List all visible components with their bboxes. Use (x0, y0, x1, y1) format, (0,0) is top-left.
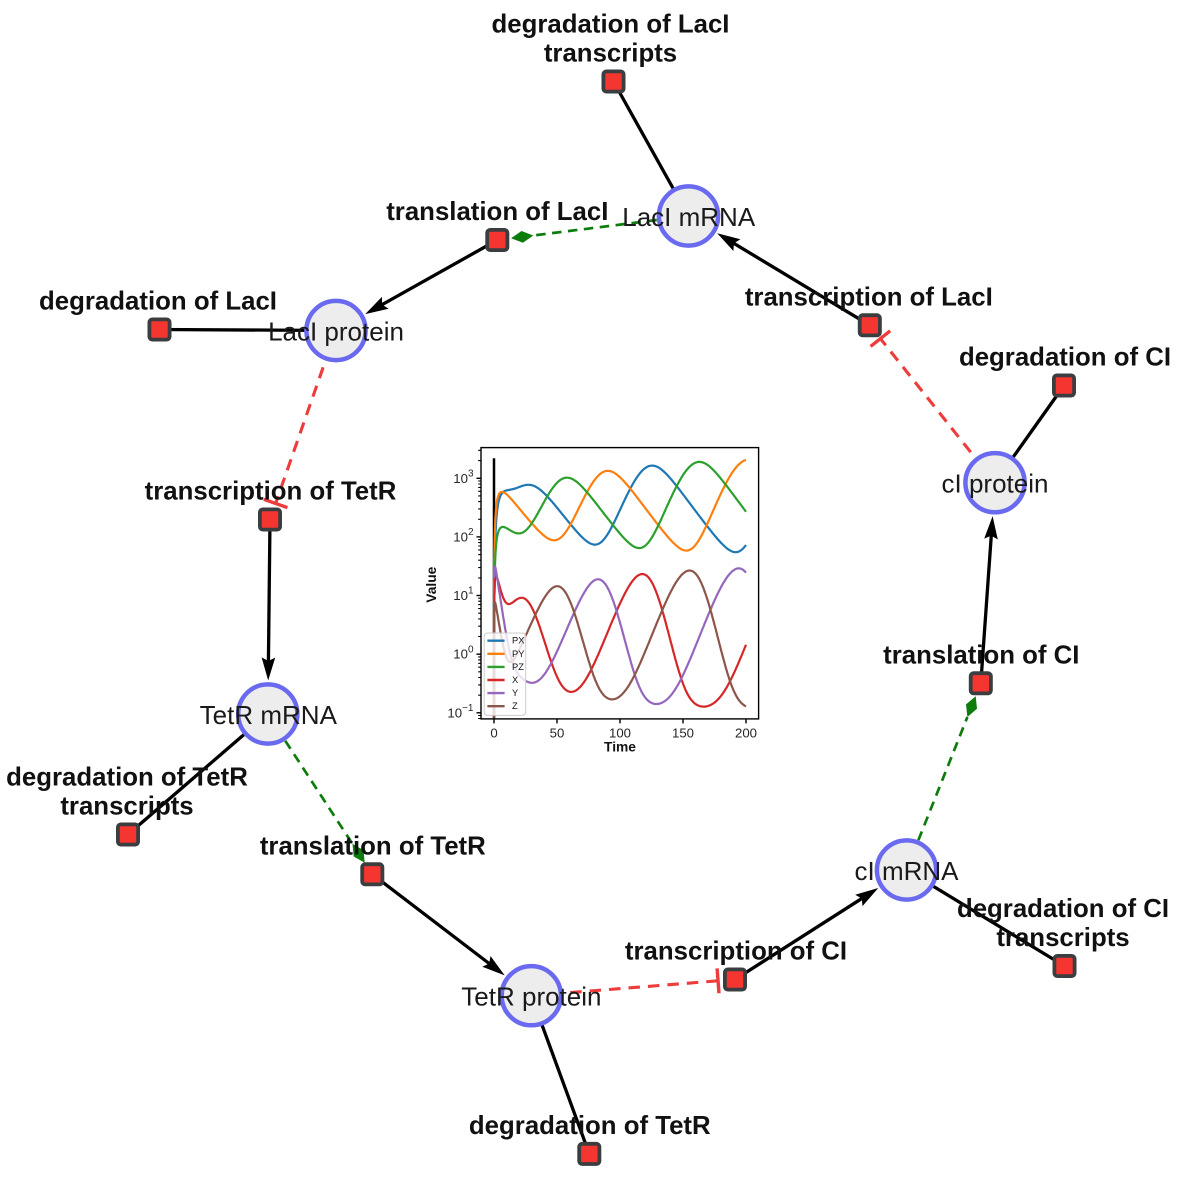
svg-text:cI protein: cI protein (942, 469, 1049, 499)
svg-text:degradation of TetR: degradation of TetR (469, 1112, 711, 1140)
svg-text:100: 100 (609, 725, 631, 740)
svg-text:transcription of LacI: transcription of LacI (745, 283, 993, 311)
svg-text:103: 103 (453, 468, 474, 486)
svg-text:PZ: PZ (512, 662, 524, 672)
svg-text:transcription of TetR: transcription of TetR (145, 478, 397, 506)
svg-text:translation of LacI: translation of LacI (386, 198, 608, 226)
svg-text:TetR mRNA: TetR mRNA (200, 700, 338, 730)
svg-text:150: 150 (672, 725, 694, 740)
svg-text:102: 102 (453, 527, 474, 545)
svg-text:transcription of CI: transcription of CI (625, 938, 847, 966)
svg-text:degradation of CI: degradation of CI (957, 895, 1169, 923)
svg-text:transcripts: transcripts (544, 40, 677, 68)
svg-text:50: 50 (550, 725, 565, 740)
svg-text:PY: PY (512, 649, 524, 659)
svg-text:0: 0 (490, 725, 497, 740)
svg-text:Value: Value (424, 566, 439, 602)
svg-text:degradation of CI: degradation of CI (959, 344, 1171, 372)
svg-text:translation of TetR: translation of TetR (260, 832, 486, 860)
svg-text:X: X (512, 675, 518, 685)
svg-text:cI mRNA: cI mRNA (855, 856, 960, 886)
svg-text:10−1: 10−1 (447, 703, 474, 721)
svg-text:101: 101 (453, 585, 474, 603)
svg-text:LacI mRNA: LacI mRNA (622, 202, 756, 232)
svg-text:Y: Y (512, 688, 518, 698)
svg-text:Z: Z (512, 701, 518, 711)
svg-text:100: 100 (453, 644, 474, 662)
svg-text:degradation of LacI: degradation of LacI (492, 10, 730, 38)
svg-text:transcripts: transcripts (60, 793, 193, 821)
svg-text:TetR protein: TetR protein (461, 982, 601, 1012)
svg-text:degradation of TetR: degradation of TetR (6, 763, 248, 791)
svg-text:degradation of LacI: degradation of LacI (39, 288, 277, 316)
svg-text:transcripts: transcripts (996, 924, 1129, 952)
svg-text:LacI protein: LacI protein (268, 317, 404, 347)
svg-text:translation of CI: translation of CI (883, 641, 1079, 669)
svg-text:Time: Time (604, 740, 636, 755)
svg-text:PX: PX (512, 636, 524, 646)
svg-text:200: 200 (735, 725, 757, 740)
